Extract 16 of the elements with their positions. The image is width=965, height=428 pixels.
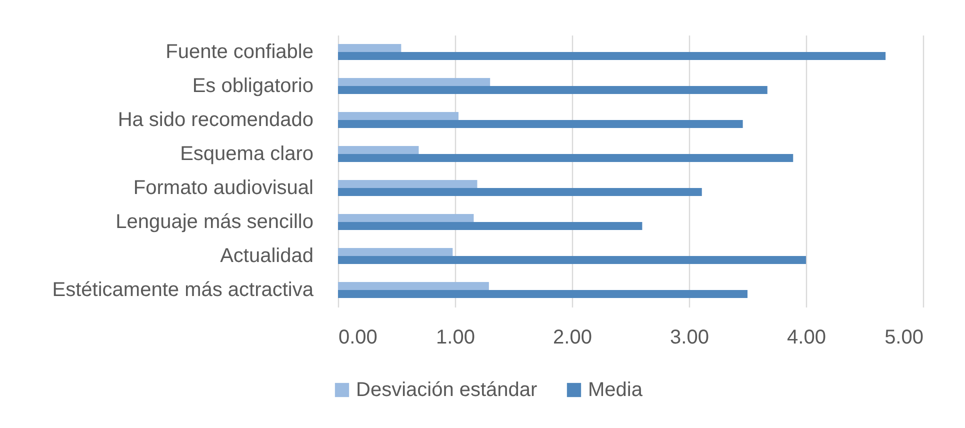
y-tick-label: Lenguaje más sencillo bbox=[116, 211, 314, 233]
x-tick-label: 1.00 bbox=[436, 326, 475, 348]
y-tick-label: Fuente confiable bbox=[166, 41, 314, 63]
legend-label: Media bbox=[588, 379, 644, 401]
x-tick-label: 3.00 bbox=[670, 326, 709, 348]
x-tick-label: 4.00 bbox=[787, 326, 826, 348]
x-tick-label: 5.00 bbox=[884, 326, 924, 348]
y-tick-label: Ha sido recomendado bbox=[118, 109, 314, 131]
x-tick-label: 2.00 bbox=[553, 326, 592, 348]
y-tick-label: Es obligatorio bbox=[192, 75, 314, 97]
y-tick-label: Actualidad bbox=[220, 245, 314, 267]
y-tick-label: Estéticamente más actractiva bbox=[52, 279, 314, 301]
legend-label: Desviación estándar bbox=[356, 379, 538, 401]
y-tick-label: Esquema claro bbox=[180, 143, 314, 165]
y-tick-label: Formato audiovisual bbox=[133, 177, 314, 199]
x-tick-label: 0.00 bbox=[338, 326, 378, 348]
